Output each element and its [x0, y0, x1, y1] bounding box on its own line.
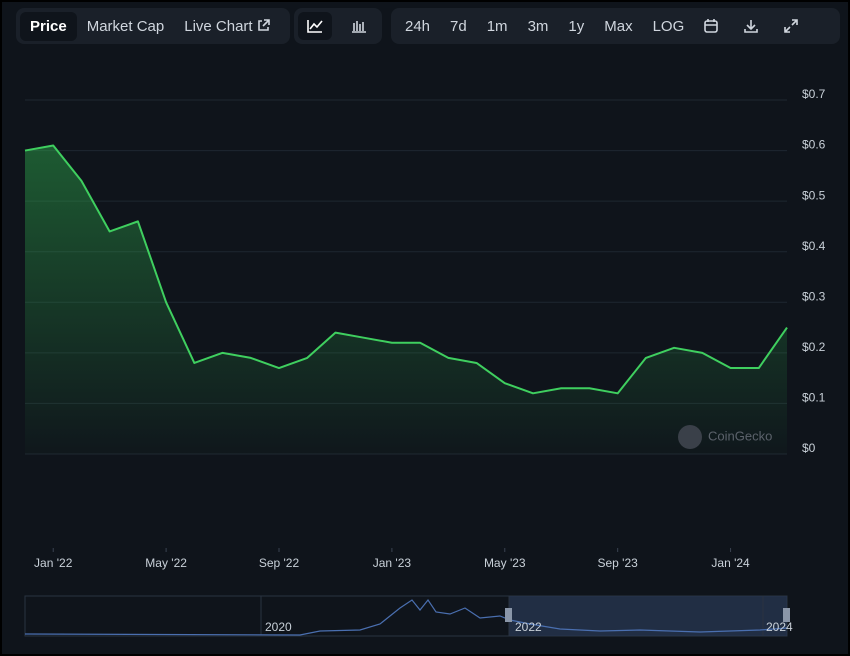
x-tick-label: May '23: [484, 556, 526, 570]
range[interactable]: Max: [604, 17, 633, 35]
y-tick-label: $0.1: [802, 391, 826, 405]
line: [24, 144, 788, 395]
tab-label: Live Chart: [184, 17, 253, 35]
tab[interactable]: Market Cap: [86, 17, 165, 35]
navigator-handle[interactable]: [505, 608, 512, 622]
navigator-label: 2020: [265, 620, 292, 634]
area: [25, 145, 787, 454]
y-tick-label: $0.2: [802, 340, 826, 354]
icon: [744, 20, 759, 33]
icon: [704, 19, 719, 33]
navigator-line: [24, 598, 788, 636]
x-tick-label: Sep '23: [598, 556, 639, 570]
x-tick-label: Jan '23: [373, 556, 412, 570]
y-tick-label: $0.7: [802, 87, 826, 101]
external-icon: [257, 18, 270, 31]
y-tick-label: $0.6: [802, 138, 826, 152]
range[interactable]: 24h: [405, 17, 431, 35]
icon: [307, 20, 323, 33]
x-tick-label: Jan '24: [711, 556, 750, 570]
navigator-handle[interactable]: [783, 608, 790, 622]
range[interactable]: LOG: [652, 17, 685, 35]
y-tick-label: $0.3: [802, 289, 826, 303]
watermark-text: CoinGecko: [708, 428, 772, 443]
range-tabs: 24h 7d 1m 3m 1y Max LOG: [391, 8, 840, 44]
tab[interactable]: Live Chart: [174, 12, 280, 41]
chart-type-tabs: [294, 8, 382, 44]
navigator-label: 2024: [766, 620, 793, 634]
navigator-label: 2022: [515, 620, 542, 634]
fullscreen-button[interactable]: [774, 12, 808, 40]
navigator: 2020 2022 2024: [24, 595, 793, 637]
line-chart-button[interactable]: [298, 12, 332, 40]
icon: [352, 21, 366, 33]
range[interactable]: 1y: [568, 17, 585, 35]
y-tick-label: $0: [802, 441, 816, 455]
x-tick-label: Sep '22: [259, 556, 300, 570]
candle-chart-button[interactable]: [342, 12, 376, 40]
navigator-selection: [509, 596, 787, 636]
x-tick-label: May '22: [145, 556, 187, 570]
range[interactable]: 1m: [486, 17, 508, 35]
icon: [784, 19, 799, 33]
metric-tabs: Price Market Cap Live Chart: [16, 8, 290, 44]
x-tick-label: Jan '22: [34, 556, 73, 570]
download-button[interactable]: [734, 12, 768, 40]
y-tick-label: $0.5: [802, 188, 826, 202]
range[interactable]: 7d: [450, 17, 467, 35]
range[interactable]: 3m: [527, 17, 549, 35]
tab[interactable]: Price: [20, 11, 77, 41]
calendar-button[interactable]: [694, 12, 728, 40]
y-tick-label: $0.4: [802, 239, 826, 253]
watermark: CoinGecko: [678, 425, 772, 449]
